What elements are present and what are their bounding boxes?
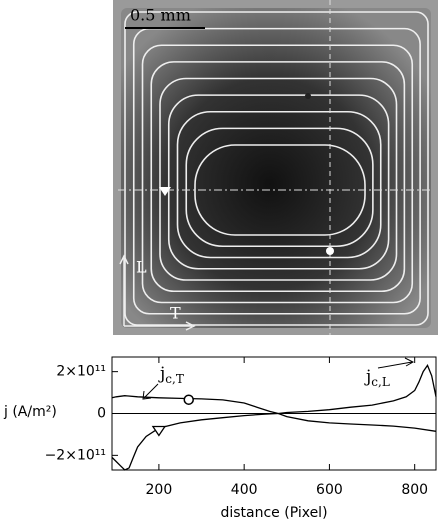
y-tick-label: 2×10¹¹	[56, 364, 106, 380]
x-axis-label: distance (Pixel)	[220, 505, 327, 521]
annotation: jc,T	[158, 364, 184, 386]
y-tick-label: −2×10¹¹	[45, 447, 106, 463]
x-tick-label: 600	[316, 482, 343, 498]
axis-letter: L	[136, 258, 147, 277]
scale-label: 0.5 mm	[130, 6, 191, 25]
arrow	[378, 358, 413, 368]
y-tick-label: 0	[97, 406, 106, 422]
curve-marker	[184, 395, 193, 404]
x-tick-label: 200	[146, 482, 173, 498]
annotation: jc,L	[364, 367, 390, 389]
y-axis-label: j (A/m²)	[3, 404, 57, 420]
x-tick-label: 800	[401, 482, 428, 498]
marker	[326, 247, 334, 255]
magneto-optical-image: 0.5 mm L T	[113, 0, 438, 335]
axis-letter: T	[170, 304, 181, 323]
defect	[305, 93, 311, 99]
figure: 0.5 mm L T j (A/m²) distance (Pixel) jc,…	[0, 0, 438, 527]
x-tick-label: 400	[231, 482, 258, 498]
chart: j (A/m²) distance (Pixel) jc,T jc,L 200 4…	[3, 357, 436, 521]
